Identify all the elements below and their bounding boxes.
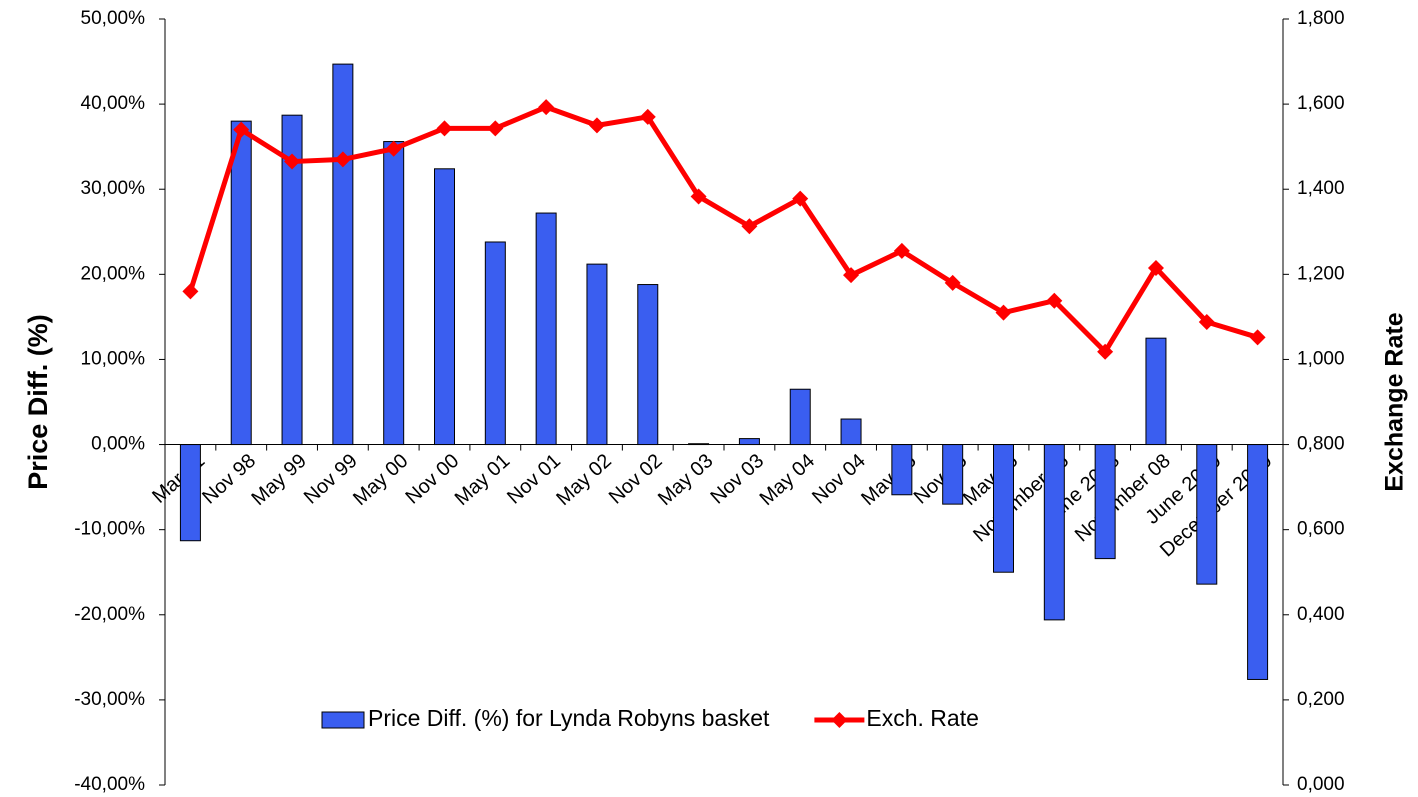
marker [334,151,351,168]
marker [843,267,860,284]
x-tick-label: May 99 [247,450,310,510]
bar [1094,444,1116,560]
y2-tick-label: 0,400 [1297,604,1345,625]
bar [789,388,811,446]
marker [1147,259,1164,276]
y-tick-label: -20,00% [74,604,145,625]
y2-tick-label: 1,800 [1297,8,1345,29]
marker [1097,343,1114,360]
x-tick-label: Nov 00 [402,450,464,509]
marker [436,120,453,137]
y-tick-label: 10,00% [81,348,146,369]
x-tick-label: May 00 [349,450,412,510]
x-tick-label: Nov 04 [808,450,870,509]
y-tick-label: 30,00% [81,178,146,199]
bar [1196,444,1218,585]
y-tick-label: 50,00% [81,8,146,29]
bar [688,443,710,446]
x-tick-label: May 03 [654,450,717,510]
marker [487,120,504,137]
bar [1145,337,1167,446]
y2-tick-label: 1,200 [1297,263,1345,284]
y-tick-label: -40,00% [74,774,145,795]
y-tick-label: -30,00% [74,689,145,710]
marker [284,153,301,170]
marker [538,99,555,116]
marker [639,108,656,125]
marker [385,140,402,157]
y2-tick-label: 0,800 [1297,434,1345,455]
y2-axis-title: Exchange Rate [1381,312,1409,491]
bar [840,418,862,446]
bar [281,114,303,446]
legend-label: Price Diff. (%) for Lynda Robyns basket [368,705,770,731]
bar [1247,444,1269,680]
marker [588,117,605,134]
marker [1198,313,1215,330]
marker [893,242,910,259]
y2-tick-label: 1,400 [1297,178,1345,199]
bar [383,141,405,446]
x-tick-label: May 02 [552,450,615,510]
y2-tick-label: 1,000 [1297,348,1345,369]
marker [995,304,1012,321]
x-tick-label: Nov 99 [300,450,362,509]
marker [792,190,809,207]
x-tick-label: Nov 02 [605,450,667,509]
marker [690,188,707,205]
y2-tick-label: 0,600 [1297,519,1345,540]
bar [738,438,760,446]
bar [586,263,608,446]
bar [942,444,964,505]
bar [1043,444,1065,621]
y-tick-label: 40,00% [81,93,146,114]
x-tick-label: May 04 [756,450,819,510]
bar [179,444,201,542]
bar [637,284,659,446]
marker [1046,292,1063,309]
x-tick-label: Nov 98 [198,450,260,509]
y-axis-title: Price Diff. (%) [23,314,53,490]
marker [1249,329,1266,346]
marker [741,218,758,235]
marker [182,283,199,300]
x-tick-label: Nov 01 [503,450,565,509]
bar [535,212,557,446]
marker [944,274,961,291]
line [188,104,1259,355]
y-tick-label: -10,00% [74,519,145,540]
y2-tick-label: 1,600 [1297,93,1345,114]
bar [484,241,506,446]
bar [332,63,354,446]
y-tick-label: 0,00% [91,434,145,455]
y2-tick-label: 0,200 [1297,689,1345,710]
x-tick-label: May 01 [451,450,514,510]
legend-marker [831,712,848,728]
y2-tick-label: 0,000 [1297,774,1345,795]
marker [233,121,250,138]
x-tick-label: Nov 03 [706,450,768,509]
bar [993,444,1014,573]
legend-label: Exch. Rate [866,705,979,731]
y-tick-label: 20,00% [81,263,146,284]
bar [891,444,913,496]
legend-swatch [321,711,365,729]
bar [434,168,455,446]
bar [230,120,252,446]
